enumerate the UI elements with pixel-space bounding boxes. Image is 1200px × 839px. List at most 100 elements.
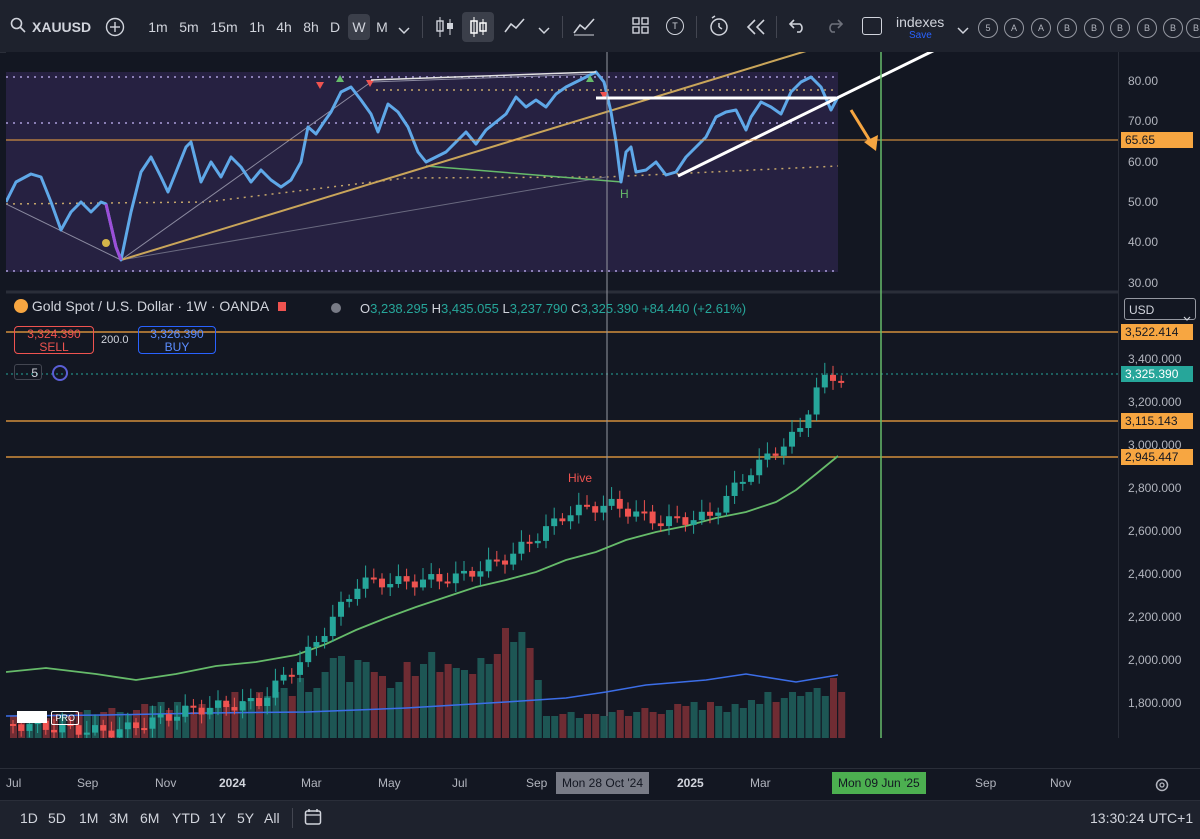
candle-body [370, 577, 377, 580]
chevron-down-icon[interactable] [538, 22, 550, 40]
interval-m[interactable]: M [376, 19, 388, 35]
interval-8h[interactable]: 8h [303, 19, 319, 35]
badge-b[interactable]: B [1084, 18, 1104, 38]
chevron-down-icon[interactable] [398, 22, 410, 40]
range-3m[interactable]: 3M [109, 810, 129, 826]
search-icon[interactable] [10, 17, 26, 33]
moving-average [5, 455, 839, 681]
candles-icon[interactable] [462, 12, 494, 42]
candle-body [59, 724, 66, 733]
currency-select[interactable]: USD [1124, 298, 1196, 321]
candle-body [789, 431, 795, 447]
chart-area[interactable] [4, 45, 1118, 746]
flag-icon[interactable] [278, 302, 287, 311]
badge-b[interactable]: B [1110, 18, 1130, 38]
volume-bar [739, 708, 747, 738]
candle-body [543, 526, 549, 541]
candle-body [493, 559, 500, 562]
indicators-icon[interactable] [572, 15, 596, 42]
redo-icon[interactable] [824, 18, 844, 39]
range-5d[interactable]: 5D [48, 810, 66, 826]
volume-bar [641, 708, 649, 738]
candle-body [715, 512, 722, 516]
replay-icon[interactable] [745, 18, 767, 41]
save-button[interactable]: Save [909, 30, 932, 41]
open-value: 3,238.295 [370, 301, 428, 316]
calendar-icon[interactable] [304, 808, 322, 831]
badge-b[interactable]: B [1137, 18, 1157, 38]
pro-badge: PRO [51, 711, 79, 725]
rsi-line [4, 70, 840, 262]
layout-square-icon[interactable] [862, 17, 882, 35]
price-axis-label: 2,400.000 [1128, 567, 1182, 581]
range-1y[interactable]: 1Y [209, 810, 227, 826]
candle-body [247, 698, 254, 702]
candle-body [264, 697, 271, 707]
bar-style-icon[interactable] [434, 15, 456, 44]
candle-body [338, 601, 344, 617]
sell-price: 3,324.390 [27, 327, 81, 341]
candle-body [649, 511, 656, 524]
badge-a[interactable]: A [1004, 18, 1024, 38]
indicators-toggle[interactable]: 5 [14, 364, 42, 380]
hide-icon[interactable] [331, 303, 341, 313]
price-level-label: 3,115.143 [1121, 413, 1193, 429]
volume-bar [666, 710, 673, 738]
toolbar-divider [422, 16, 423, 38]
alert-icon[interactable] [708, 15, 730, 42]
candle-body [379, 578, 385, 588]
volume-bar [247, 698, 255, 738]
badge-b[interactable]: B [1057, 18, 1077, 38]
settings-icon[interactable] [1154, 777, 1170, 798]
chevron-down-icon[interactable] [957, 22, 969, 40]
range-5y[interactable]: 5Y [237, 810, 255, 826]
sync-icon[interactable] [52, 365, 68, 381]
sell-button[interactable]: 3,324.390 SELL [14, 326, 94, 354]
candle-body [764, 453, 771, 460]
range-6m[interactable]: 6M [140, 810, 160, 826]
volume-bar [428, 652, 436, 738]
candle-body [551, 518, 558, 527]
volume-bars [10, 628, 846, 738]
volume-bar [379, 676, 386, 738]
range-ytd[interactable]: YTD [172, 810, 200, 826]
interval-5m[interactable]: 5m [179, 19, 199, 35]
badge-5[interactable]: 5 [978, 18, 998, 38]
volume-bar [575, 718, 583, 738]
price-axis[interactable] [1118, 52, 1200, 738]
range-all[interactable]: All [264, 810, 280, 826]
volume-bar [789, 692, 796, 738]
tv-logo-icon [17, 711, 47, 723]
interval-1m[interactable]: 1m [148, 19, 168, 35]
tradingview-logo[interactable]: PRO [17, 711, 79, 725]
legend-title[interactable]: Gold Spot / U.S. Dollar · 1W · OANDA [31, 298, 269, 314]
symbol-search[interactable]: XAUUSD [32, 19, 92, 35]
layout-name[interactable]: indexes [896, 14, 945, 30]
candle-body [502, 560, 508, 565]
buy-button[interactable]: 3,326.390 BUY [138, 326, 216, 354]
candle-body [51, 729, 57, 733]
candle-body [797, 428, 804, 432]
interval-4h[interactable]: 4h [276, 19, 292, 35]
toolbar-divider [696, 16, 697, 38]
undo-icon[interactable] [788, 18, 808, 39]
candle-body [780, 446, 787, 456]
add-symbol-icon[interactable] [105, 17, 125, 42]
volume-bar [452, 668, 460, 738]
line-chart-icon[interactable] [503, 16, 527, 41]
interval-1h[interactable]: 1h [249, 19, 265, 35]
candle-body [575, 504, 582, 516]
templates-icon[interactable]: T [666, 17, 684, 35]
chart-svg [4, 45, 1118, 746]
interval-15m[interactable]: 15m [210, 19, 238, 35]
price-axis-label: 2,000.000 [1128, 653, 1182, 667]
clock[interactable]: 13:30:24 UTC+1 [1090, 810, 1194, 826]
layout-grid-icon[interactable] [632, 17, 650, 40]
range-1m[interactable]: 1M [79, 810, 99, 826]
badge-b[interactable]: B [1186, 18, 1200, 38]
interval-d[interactable]: D [329, 19, 341, 35]
interval-w[interactable]: W [348, 14, 370, 40]
badge-a[interactable]: A [1031, 18, 1051, 38]
range-1d[interactable]: 1D [20, 810, 38, 826]
badge-b[interactable]: B [1163, 18, 1183, 38]
